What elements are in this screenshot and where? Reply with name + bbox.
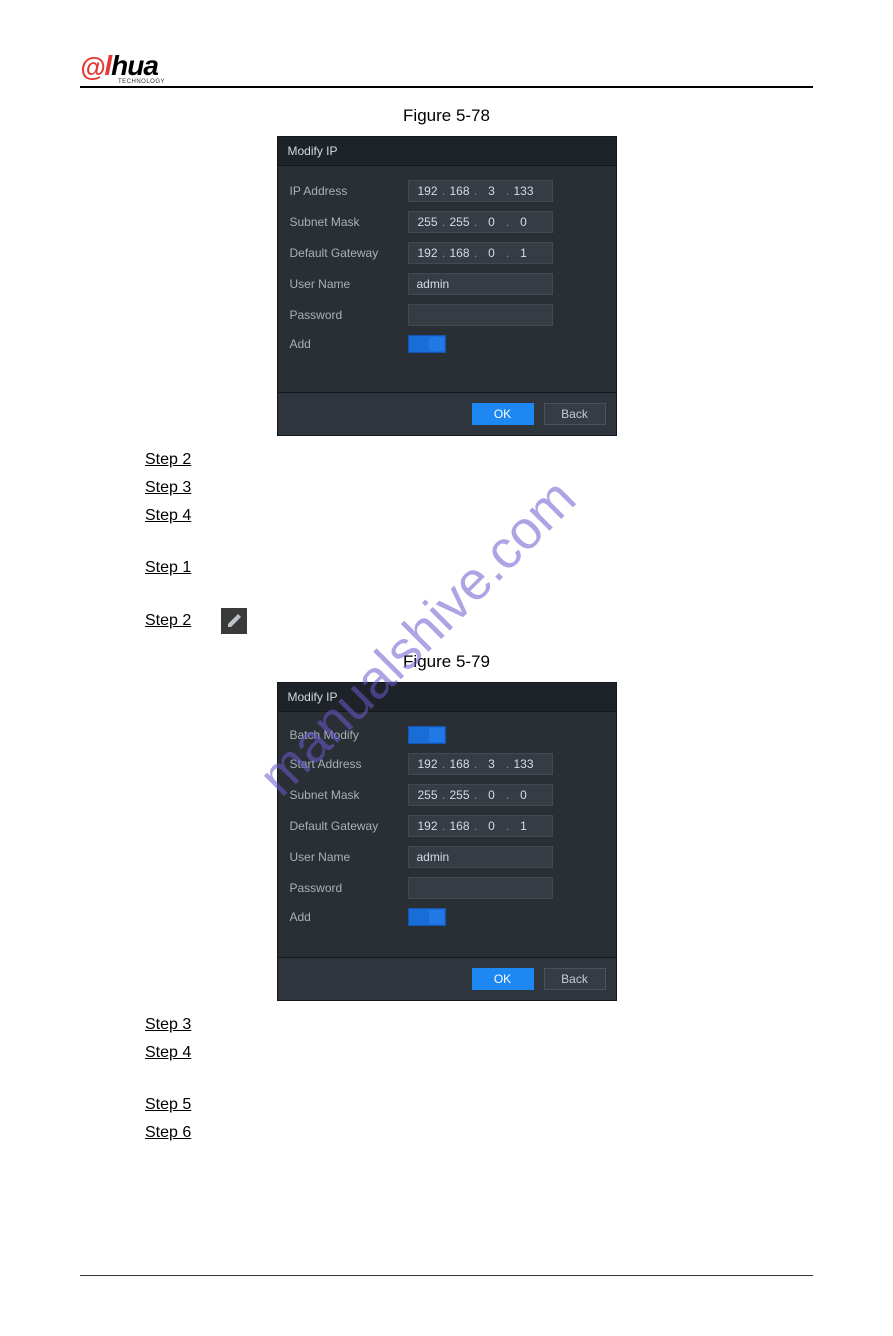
step-2-text: Step 2	[145, 612, 191, 630]
gw2-oct-4[interactable]: 1	[511, 819, 537, 833]
subnet-mask-row: Subnet Mask 255. 255. 0. 0	[290, 211, 604, 233]
username-row-2: User Name admin	[290, 846, 604, 868]
dialog-body: IP Address 192. 168. 3. 133 Subnet Mask …	[278, 166, 616, 392]
add-label: Add	[290, 337, 408, 351]
mask2-oct-4[interactable]: 0	[511, 788, 537, 802]
password-row-2: Password	[290, 877, 604, 899]
mask2-oct-3[interactable]: 0	[479, 788, 505, 802]
password-label: Password	[290, 308, 408, 322]
password-row: Password	[290, 304, 604, 326]
ok-button[interactable]: OK	[472, 403, 534, 425]
pencil-icon	[226, 613, 242, 629]
gw2-oct-1[interactable]: 192	[415, 819, 441, 833]
figure-caption-1: Figure 5-78	[80, 106, 813, 126]
logo-subtext: TECHNOLOGY	[118, 79, 180, 85]
gateway-input-2[interactable]: 192. 168. 0. 1	[408, 815, 553, 837]
ok-button-2[interactable]: OK	[472, 968, 534, 990]
subnet-mask-input[interactable]: 255. 255. 0. 0	[408, 211, 553, 233]
start-address-row: Start Address 192. 168. 3. 133	[290, 753, 604, 775]
step-3: Step 3	[145, 476, 813, 500]
step-5b: Step 5	[145, 1093, 813, 1117]
dialog-body-2: Batch Modify Start Address 192. 168. 3. …	[278, 712, 616, 957]
ip-address-label: IP Address	[290, 184, 408, 198]
gw2-oct-2[interactable]: 168	[447, 819, 473, 833]
gw-oct-2[interactable]: 168	[447, 246, 473, 260]
step-6b: Step 6	[145, 1121, 813, 1145]
username-label-2: User Name	[290, 850, 408, 864]
page-header: @lhua TECHNOLOGY	[80, 50, 813, 88]
dialog-footer-2: OK Back	[278, 957, 616, 1000]
start-oct-2[interactable]: 168	[447, 757, 473, 771]
ip-address-input[interactable]: 192. 168. 3. 133	[408, 180, 553, 202]
mask-oct-4[interactable]: 0	[511, 215, 537, 229]
gw-oct-3[interactable]: 0	[479, 246, 505, 260]
figure-caption-2: Figure 5-79	[80, 652, 813, 672]
step-3b: Step 3	[145, 1013, 813, 1037]
mask2-oct-2[interactable]: 255	[447, 788, 473, 802]
gateway-input[interactable]: 192. 168. 0. 1	[408, 242, 553, 264]
subnet-mask-row-2: Subnet Mask 255. 255. 0. 0	[290, 784, 604, 806]
ip-address-row: IP Address 192. 168. 3. 133	[290, 180, 604, 202]
logo-text-hua: hua	[111, 50, 158, 81]
edit-icon[interactable]	[221, 608, 247, 634]
step-4: Step 4	[145, 504, 813, 528]
subnet-mask-label-2: Subnet Mask	[290, 788, 408, 802]
username-input[interactable]: admin	[408, 273, 553, 295]
gw2-oct-3[interactable]: 0	[479, 819, 505, 833]
toggle-knob	[429, 337, 444, 351]
dialog-title: Modify IP	[278, 137, 616, 166]
toggle-knob	[429, 910, 444, 924]
add-toggle-2[interactable]	[408, 908, 446, 926]
subnet-mask-label: Subnet Mask	[290, 215, 408, 229]
batch-modify-toggle[interactable]	[408, 726, 446, 744]
document-page: @lhua TECHNOLOGY Figure 5-78 Modify IP I…	[0, 0, 893, 1336]
password-label-2: Password	[290, 881, 408, 895]
gateway-label-2: Default Gateway	[290, 819, 408, 833]
back-button[interactable]: Back	[544, 403, 606, 425]
start-oct-4[interactable]: 133	[511, 757, 537, 771]
footer-rule	[80, 1275, 813, 1276]
ip-oct-1[interactable]: 192	[415, 184, 441, 198]
logo-circle-icon: @	[80, 52, 104, 82]
start-address-label: Start Address	[290, 757, 408, 771]
password-input-2[interactable]	[408, 877, 553, 899]
ip-oct-4[interactable]: 133	[511, 184, 537, 198]
start-oct-3[interactable]: 3	[479, 757, 505, 771]
batch-modify-row: Batch Modify	[290, 726, 604, 744]
ip-oct-2[interactable]: 168	[447, 184, 473, 198]
add-row-2: Add	[290, 908, 604, 926]
mask-oct-3[interactable]: 0	[479, 215, 505, 229]
batch-modify-label: Batch Modify	[290, 728, 408, 742]
password-input[interactable]	[408, 304, 553, 326]
mask2-oct-1[interactable]: 255	[415, 788, 441, 802]
gw-oct-1[interactable]: 192	[415, 246, 441, 260]
gateway-row: Default Gateway 192. 168. 0. 1	[290, 242, 604, 264]
start-oct-1[interactable]: 192	[415, 757, 441, 771]
mask-oct-2[interactable]: 255	[447, 215, 473, 229]
gw-oct-4[interactable]: 1	[511, 246, 537, 260]
gateway-label: Default Gateway	[290, 246, 408, 260]
username-row: User Name admin	[290, 273, 604, 295]
modify-ip-dialog-1: Modify IP IP Address 192. 168. 3. 133 Su…	[277, 136, 617, 436]
dialog-footer: OK Back	[278, 392, 616, 435]
start-address-input[interactable]: 192. 168. 3. 133	[408, 753, 553, 775]
modify-ip-dialog-2: Modify IP Batch Modify Start Address 192…	[277, 682, 617, 1001]
step-1: Step 1	[145, 556, 813, 580]
dialog-title-2: Modify IP	[278, 683, 616, 712]
subnet-mask-input-2[interactable]: 255. 255. 0. 0	[408, 784, 553, 806]
step-4b: Step 4	[145, 1041, 813, 1065]
username-label: User Name	[290, 277, 408, 291]
back-button-2[interactable]: Back	[544, 968, 606, 990]
step-2: Step 2	[145, 448, 813, 472]
add-toggle[interactable]	[408, 335, 446, 353]
step-2-with-icon: Step 2	[145, 608, 813, 634]
add-row: Add	[290, 335, 604, 353]
gateway-row-2: Default Gateway 192. 168. 0. 1	[290, 815, 604, 837]
add-label-2: Add	[290, 910, 408, 924]
brand-logo: @lhua TECHNOLOGY	[80, 50, 180, 78]
username-input-2[interactable]: admin	[408, 846, 553, 868]
ip-oct-3[interactable]: 3	[479, 184, 505, 198]
toggle-knob	[429, 728, 444, 742]
mask-oct-1[interactable]: 255	[415, 215, 441, 229]
